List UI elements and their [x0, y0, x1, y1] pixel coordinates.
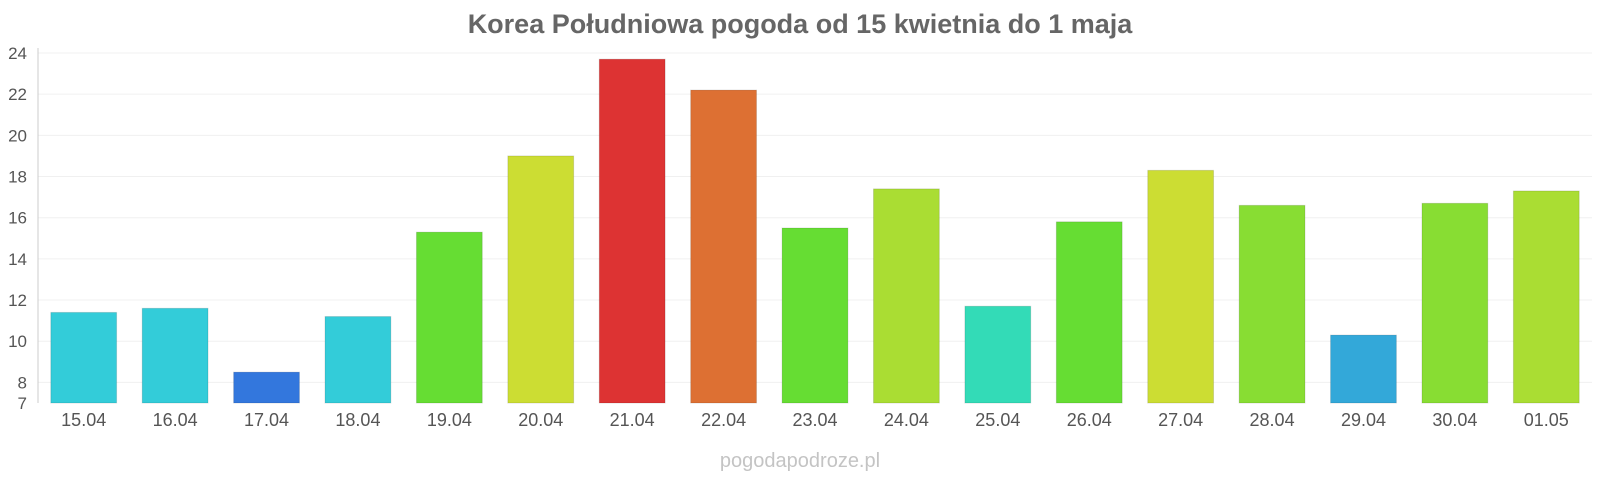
bar-27.04 — [1147, 169, 1215, 404]
y-tick-label: 20 — [8, 126, 27, 145]
x-tick-label: 18.04 — [335, 410, 380, 430]
bar-19.04 — [415, 231, 483, 404]
x-tick-label: 22.04 — [701, 410, 746, 430]
x-tick-label: 21.04 — [610, 410, 655, 430]
x-tick-label: 30.04 — [1432, 410, 1477, 430]
y-tick-label: 10 — [8, 332, 27, 351]
bar-21.04 — [598, 58, 666, 404]
y-tick-label: 18 — [8, 168, 27, 187]
x-tick-label: 20.04 — [518, 410, 563, 430]
bar-29.04 — [1330, 334, 1397, 404]
x-axis-ticks: 15.04 16.04 17.04 18.04 19.04 20.04 21.04 22.04… — [61, 410, 1569, 430]
bar-26.04 — [1055, 221, 1123, 404]
bars — [50, 58, 1580, 404]
y-tick-label: 12 — [8, 291, 27, 310]
x-tick-label: 19.04 — [427, 410, 472, 430]
x-tick-label: 16.04 — [153, 410, 198, 430]
bar-01.05 — [1512, 190, 1580, 404]
bar-24.04 — [873, 188, 940, 404]
x-tick-label: 15.04 — [61, 410, 106, 430]
y-axis-ticks: 7 8 10 12 14 16 18 20 22 24 — [8, 44, 27, 413]
y-tick-label: 16 — [8, 209, 27, 228]
x-tick-label: 28.04 — [1250, 410, 1295, 430]
bar-16.04 — [141, 307, 209, 404]
bar-17.04 — [233, 371, 300, 404]
site-credit: pogodapodroze.pl — [720, 450, 880, 472]
bar-18.04 — [324, 316, 392, 404]
x-tick-label: 24.04 — [884, 410, 929, 430]
y-tick-label: 24 — [8, 44, 27, 63]
bar-23.04 — [781, 227, 849, 404]
x-tick-label: 27.04 — [1158, 410, 1203, 430]
y-tick-label: 14 — [8, 250, 27, 269]
bar-30.04 — [1421, 202, 1489, 404]
x-tick-label: 26.04 — [1067, 410, 1112, 430]
bar-25.04 — [964, 305, 1032, 404]
bar-28.04 — [1238, 204, 1306, 404]
bar-22.04 — [690, 89, 757, 404]
bar-15.04 — [50, 311, 118, 404]
x-tick-label: 29.04 — [1341, 410, 1386, 430]
x-tick-label: 25.04 — [975, 410, 1020, 430]
gridlines — [38, 52, 1592, 383]
x-tick-label: 17.04 — [244, 410, 289, 430]
y-tick-label: 22 — [8, 85, 27, 104]
y-tick-label: 7 — [18, 394, 27, 413]
chart-title: Korea Południowa pogoda od 15 kwietnia d… — [468, 9, 1134, 39]
y-tick-label: 8 — [18, 373, 27, 392]
x-tick-label: 01.05 — [1524, 410, 1569, 430]
x-tick-label: 23.04 — [792, 410, 837, 430]
bar-20.04 — [507, 155, 575, 404]
